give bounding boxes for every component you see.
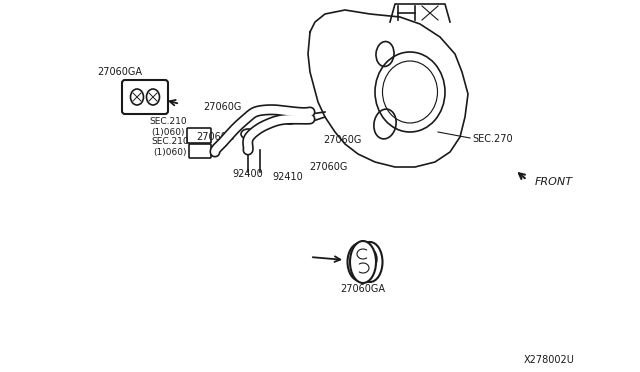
Text: SEC.210
(1)060): SEC.210 (1)060) (149, 117, 187, 137)
Text: FRONT: FRONT (535, 177, 573, 187)
Text: 27060G: 27060G (203, 102, 241, 112)
Text: SEC.210
(1)060): SEC.210 (1)060) (151, 137, 189, 157)
FancyBboxPatch shape (122, 80, 168, 114)
Text: 27060GA: 27060GA (97, 67, 143, 77)
Text: 27060GA: 27060GA (340, 284, 385, 294)
Ellipse shape (350, 241, 376, 283)
Text: SEC.270: SEC.270 (472, 134, 513, 144)
Text: 92400: 92400 (232, 169, 264, 179)
Text: 92410: 92410 (273, 172, 303, 182)
Text: X278002U: X278002U (524, 355, 575, 365)
Text: 27060G: 27060G (323, 135, 361, 145)
Text: 27060G: 27060G (196, 132, 234, 142)
Text: 27060G: 27060G (309, 162, 347, 172)
